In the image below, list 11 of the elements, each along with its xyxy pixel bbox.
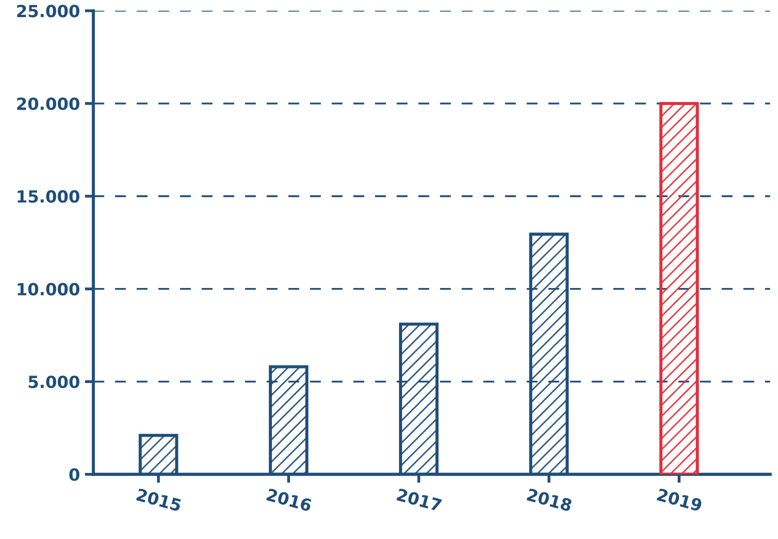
x-tick-label: 2019 [656,488,702,512]
y-tick-label: 15.000 [18,190,80,203]
y-tick-label: 25.000 [17,4,80,18]
x-tick-label: 2016 [266,488,312,512]
y-tick-label: 5.000 [28,376,80,388]
y-tick-label: 20.000 [17,97,80,110]
x-tick-label: 2015 [136,488,182,512]
x-tick-label: 2017 [396,488,442,512]
y-tick-label: 10.000 [18,282,80,296]
x-tick-label: 2018 [526,488,572,512]
y-tick-label: 0 [69,468,80,481]
